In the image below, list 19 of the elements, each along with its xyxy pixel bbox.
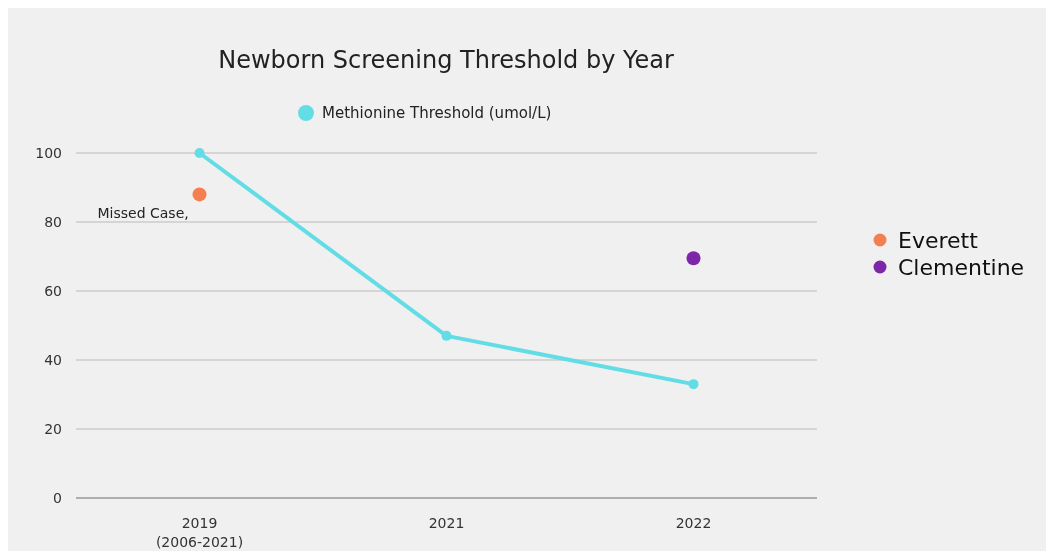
point (686, 251, 701, 266)
x-tick-label: 2022 (675, 515, 712, 531)
y-tick-label: 40 (44, 352, 62, 368)
y-tick-label: 100 (35, 145, 62, 161)
legend-label: Methionine Threshold (umol/L) (322, 104, 552, 122)
y-tick-label: 80 (44, 214, 62, 230)
y-tick-label: 0 (53, 490, 62, 506)
annotation: Missed Case, (97, 205, 189, 222)
point (688, 379, 699, 390)
legend-label: Everett (898, 228, 979, 253)
point (192, 187, 207, 202)
x-tick-label: 2021 (428, 515, 465, 531)
legend-label: Clementine (898, 255, 1025, 280)
chart-title: Newborn Screening Threshold by Year (218, 46, 674, 74)
x-tick-label: 2019 (2006-2021) (155, 515, 244, 550)
point (441, 330, 452, 341)
y-tick-label: 20 (44, 421, 62, 437)
point (194, 148, 205, 158)
y-tick-label: 60 (44, 283, 62, 299)
